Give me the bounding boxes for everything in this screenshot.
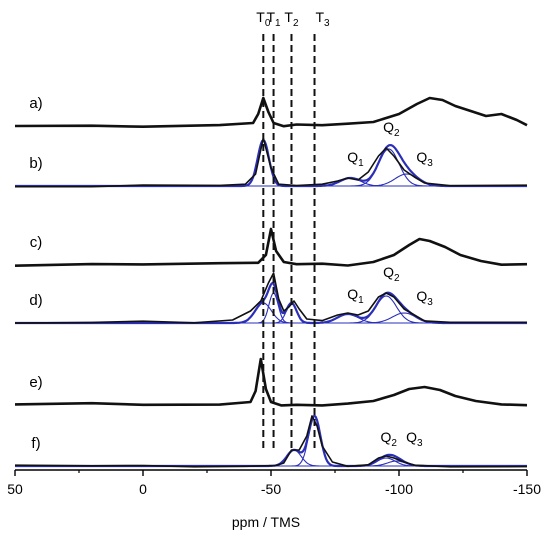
fit-component-3-2 [15, 302, 527, 324]
reference-label-3: T3 [315, 9, 330, 29]
fit-components-3 [15, 281, 527, 325]
peak-label-1-2-sub: 3 [427, 158, 433, 169]
spectrum-line-4 [14, 357, 528, 407]
peak-label-1-2-main: Q [416, 149, 427, 165]
peak-label-3-0: Q1 [347, 286, 364, 306]
peak-label-5-1: Q3 [406, 429, 423, 449]
spectrum-line-2 [14, 227, 528, 267]
peak-label-3-0-main: Q [347, 286, 358, 302]
spectrum-line-3 [14, 272, 527, 324]
reference-label-2-main: T [284, 9, 293, 25]
reference-label-0: T0 [256, 9, 271, 29]
peak-label-5-1-main: Q [406, 429, 417, 445]
reference-label-1-main: T [266, 9, 275, 25]
peak-label-3-1-main: Q [383, 264, 394, 280]
peak-label-3-2: Q3 [416, 288, 433, 308]
x-tick-label-3: -100 [385, 481, 413, 497]
reference-label-3-main: T [315, 9, 324, 25]
trace-label-2: c) [30, 234, 43, 251]
x-tick-label-0: 50 [7, 481, 23, 497]
trace-label-0: a) [29, 95, 42, 112]
peak-label-1-0: Q1 [347, 149, 364, 169]
spectrum-line-5 [14, 415, 528, 468]
reference-label-0-sub: 0 [265, 18, 271, 29]
fit-envelope-1 [15, 138, 527, 188]
fit-component-3-1 [15, 292, 527, 324]
trace-group-4: e) [14, 357, 528, 407]
peak-label-3-2-sub: 3 [427, 297, 433, 308]
x-axis-title: ppm / TMS [232, 514, 300, 530]
fit-component-1-3 [15, 173, 527, 187]
peak-label-3-1-sub: 2 [394, 273, 400, 284]
peak-label-5-0-main: Q [381, 429, 392, 445]
peak-label-3-1: Q2 [383, 264, 400, 284]
fit-envelope-3 [15, 281, 527, 325]
trace-label-1: b) [29, 155, 42, 172]
trace-label-5: f) [31, 435, 40, 452]
peak-label-1-1-sub: 2 [394, 128, 400, 139]
trace-group-0: a) [14, 95, 528, 128]
peak-label-1-2: Q3 [416, 149, 433, 169]
peak-label-5-0: Q2 [381, 429, 398, 449]
peak-label-1-0-sub: 1 [358, 158, 364, 169]
fit-components-1 [15, 138, 527, 188]
fit-component-1-1 [15, 177, 527, 187]
peak-label-1-1: Q2 [383, 119, 400, 139]
x-tick-label-1: 0 [139, 481, 147, 497]
peak-label-5-1-sub: 3 [417, 438, 423, 449]
fit-envelope-5 [15, 414, 527, 468]
trace-group-2: c) [14, 227, 528, 267]
peak-label-1-0-main: Q [347, 149, 358, 165]
spectrum-line-0 [14, 96, 528, 128]
reference-label-2-sub: 2 [293, 18, 299, 29]
trace-group-5: f) Q2 Q3 [14, 414, 528, 468]
spectrum-line-1 [15, 137, 528, 188]
x-tick-label-4: -150 [513, 481, 541, 497]
fit-component-5-1 [15, 415, 527, 467]
fit-component-5-0 [15, 449, 527, 467]
reference-label-2: T2 [284, 9, 299, 29]
peak-label-1-1-main: Q [383, 119, 394, 135]
reference-label-0-main: T [256, 9, 265, 25]
trace-label-4: e) [29, 374, 42, 391]
fit-components-5 [15, 414, 527, 468]
peak-label-3-2-main: Q [416, 288, 427, 304]
trace-label-3: d) [29, 292, 42, 309]
reference-label-1-sub: 1 [275, 18, 281, 29]
x-axis: 50 0 -50 -100 -150 [7, 469, 541, 497]
reference-label-3-sub: 3 [324, 18, 330, 29]
fit-component-3-0 [15, 302, 527, 324]
peak-label-5-0-sub: 2 [391, 438, 397, 449]
reference-label-1: T1 [266, 9, 281, 29]
x-tick-label-2: -50 [261, 481, 281, 497]
peak-label-3-0-sub: 1 [358, 295, 364, 306]
